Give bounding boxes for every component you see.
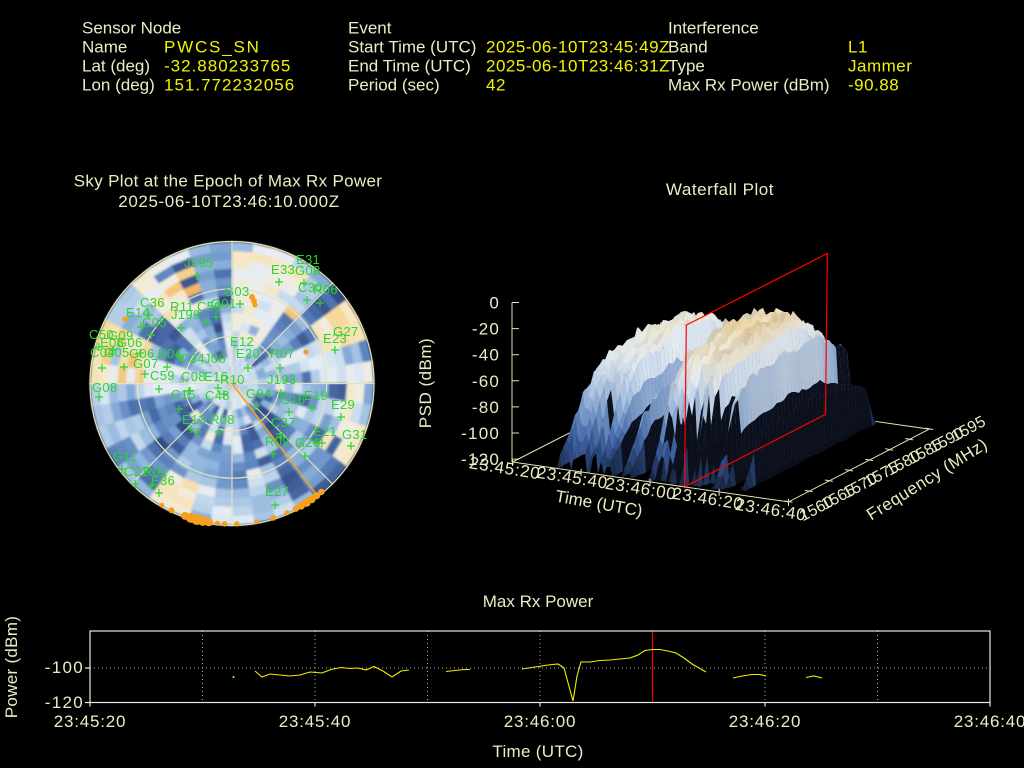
svg-text:C04: C04 — [90, 345, 115, 360]
svg-text:G26: G26 — [295, 435, 320, 450]
svg-text:J06: J06 — [204, 351, 226, 366]
svg-text:G07: G07 — [133, 356, 158, 371]
svg-text:Max Rx Power (dBm): Max Rx Power (dBm) — [668, 76, 830, 95]
svg-text:C48: C48 — [205, 388, 230, 403]
svg-text:Power (dBm): Power (dBm) — [2, 616, 21, 719]
svg-text:E13: E13 — [182, 412, 206, 427]
svg-text:-60: -60 — [472, 372, 500, 391]
svg-text:-32.880233765: -32.880233765 — [164, 57, 291, 76]
svg-text:J199: J199 — [171, 307, 200, 322]
svg-text:E36: E36 — [151, 473, 175, 488]
svg-text:Max Rx Power: Max Rx Power — [483, 592, 594, 611]
svg-text:R11: R11 — [170, 299, 194, 314]
svg-text:E23: E23 — [323, 331, 347, 346]
svg-text:-20: -20 — [472, 320, 500, 339]
svg-text:Interference: Interference — [668, 18, 759, 37]
svg-text:23:45:20: 23:45:20 — [54, 712, 127, 731]
svg-text:Name: Name — [82, 37, 127, 56]
svg-text:PWCS_SN: PWCS_SN — [164, 37, 261, 56]
svg-text:L1: L1 — [848, 37, 868, 56]
svg-text:E31: E31 — [296, 252, 320, 267]
svg-text:E19: E19 — [304, 388, 328, 403]
svg-text:Time (UTC): Time (UTC) — [492, 742, 583, 761]
svg-text:E27: E27 — [265, 484, 289, 499]
svg-text:Lon (deg): Lon (deg) — [82, 76, 155, 95]
svg-text:End Time (UTC): End Time (UTC) — [348, 57, 471, 76]
svg-text:R01: R01 — [143, 464, 168, 479]
svg-text:C50: C50 — [89, 327, 114, 342]
svg-text:C22: C22 — [124, 464, 149, 479]
svg-text:R08: R08 — [210, 412, 235, 427]
svg-text:-80: -80 — [472, 398, 500, 417]
svg-text:G04: G04 — [246, 386, 271, 401]
svg-text:-100: -100 — [461, 424, 500, 443]
svg-text:R10: R10 — [220, 372, 245, 387]
svg-text:E12: E12 — [230, 334, 254, 349]
svg-text:J193: J193 — [267, 372, 296, 387]
svg-text:-90.88: -90.88 — [848, 76, 899, 95]
svg-text:C59: C59 — [150, 368, 175, 383]
svg-text:R09: R09 — [265, 434, 290, 449]
svg-text:-120: -120 — [45, 693, 84, 712]
svg-text:G03: G03 — [224, 284, 249, 299]
svg-text:C37: C37 — [271, 415, 296, 430]
svg-text:C05: C05 — [142, 315, 167, 330]
svg-text:E14: E14 — [126, 305, 150, 320]
svg-text:C36: C36 — [140, 295, 165, 310]
svg-text:E33: E33 — [271, 262, 295, 277]
svg-text:-120: -120 — [461, 450, 500, 469]
svg-text:Sky Plot at the Epoch of Max R: Sky Plot at the Epoch of Max Rx Power — [74, 172, 383, 191]
svg-text:R06: R06 — [313, 282, 338, 297]
svg-text:E16: E16 — [204, 369, 228, 384]
svg-text:0: 0 — [489, 294, 500, 313]
svg-text:42: 42 — [486, 76, 506, 95]
svg-text:PSD (dBm): PSD (dBm) — [416, 338, 435, 428]
svg-text:E08: E08 — [100, 335, 124, 350]
svg-text:G08: G08 — [92, 380, 117, 395]
svg-text:Band: Band — [668, 37, 708, 56]
svg-text:2025-06-10T23:46:10.000Z: 2025-06-10T23:46:10.000Z — [118, 192, 339, 211]
svg-text:E04: E04 — [158, 346, 182, 361]
svg-text:Start Time (UTC): Start Time (UTC) — [348, 37, 476, 56]
svg-text:C34: C34 — [180, 351, 205, 366]
svg-text:Event: Event — [348, 18, 392, 37]
svg-text:2025-06-10T23:45:49Z: 2025-06-10T23:45:49Z — [486, 37, 670, 56]
svg-text:Waterfall Plot: Waterfall Plot — [666, 180, 774, 199]
svg-text:Sensor Node: Sensor Node — [82, 18, 181, 37]
svg-text:Period (sec): Period (sec) — [348, 76, 440, 95]
svg-text:G11: G11 — [113, 449, 138, 464]
svg-text:G16: G16 — [280, 392, 305, 407]
svg-text:C59: C59 — [197, 299, 222, 314]
svg-text:E21: E21 — [313, 424, 337, 439]
svg-text:23:46:40: 23:46:40 — [954, 712, 1024, 731]
svg-text:J195: J195 — [184, 255, 213, 270]
svg-text:-100: -100 — [45, 658, 84, 677]
svg-text:G27: G27 — [333, 324, 358, 339]
svg-text:Jammer: Jammer — [848, 57, 912, 76]
svg-text:23:45:40: 23:45:40 — [279, 712, 352, 731]
svg-text:R07: R07 — [270, 346, 295, 361]
svg-text:G09: G09 — [108, 328, 133, 343]
svg-text:Lat (deg): Lat (deg) — [82, 57, 150, 76]
svg-text:G01: G01 — [211, 296, 236, 311]
svg-text:23:46:00: 23:46:00 — [504, 712, 577, 731]
svg-text:E29: E29 — [331, 397, 355, 412]
svg-text:Type: Type — [668, 57, 705, 76]
svg-text:151.772232056: 151.772232056 — [164, 76, 295, 95]
svg-text:G08: G08 — [295, 263, 320, 278]
svg-text:E20: E20 — [236, 346, 260, 361]
svg-text:C15: C15 — [171, 387, 196, 402]
svg-text:2025-06-10T23:46:31Z: 2025-06-10T23:46:31Z — [486, 57, 670, 76]
svg-text:-40: -40 — [472, 346, 500, 365]
svg-text:G06: G06 — [117, 335, 142, 350]
svg-text:G05: G05 — [104, 345, 129, 360]
svg-text:C08: C08 — [181, 369, 206, 384]
svg-text:G31: G31 — [342, 427, 367, 442]
svg-text:23:46:20: 23:46:20 — [729, 712, 802, 731]
